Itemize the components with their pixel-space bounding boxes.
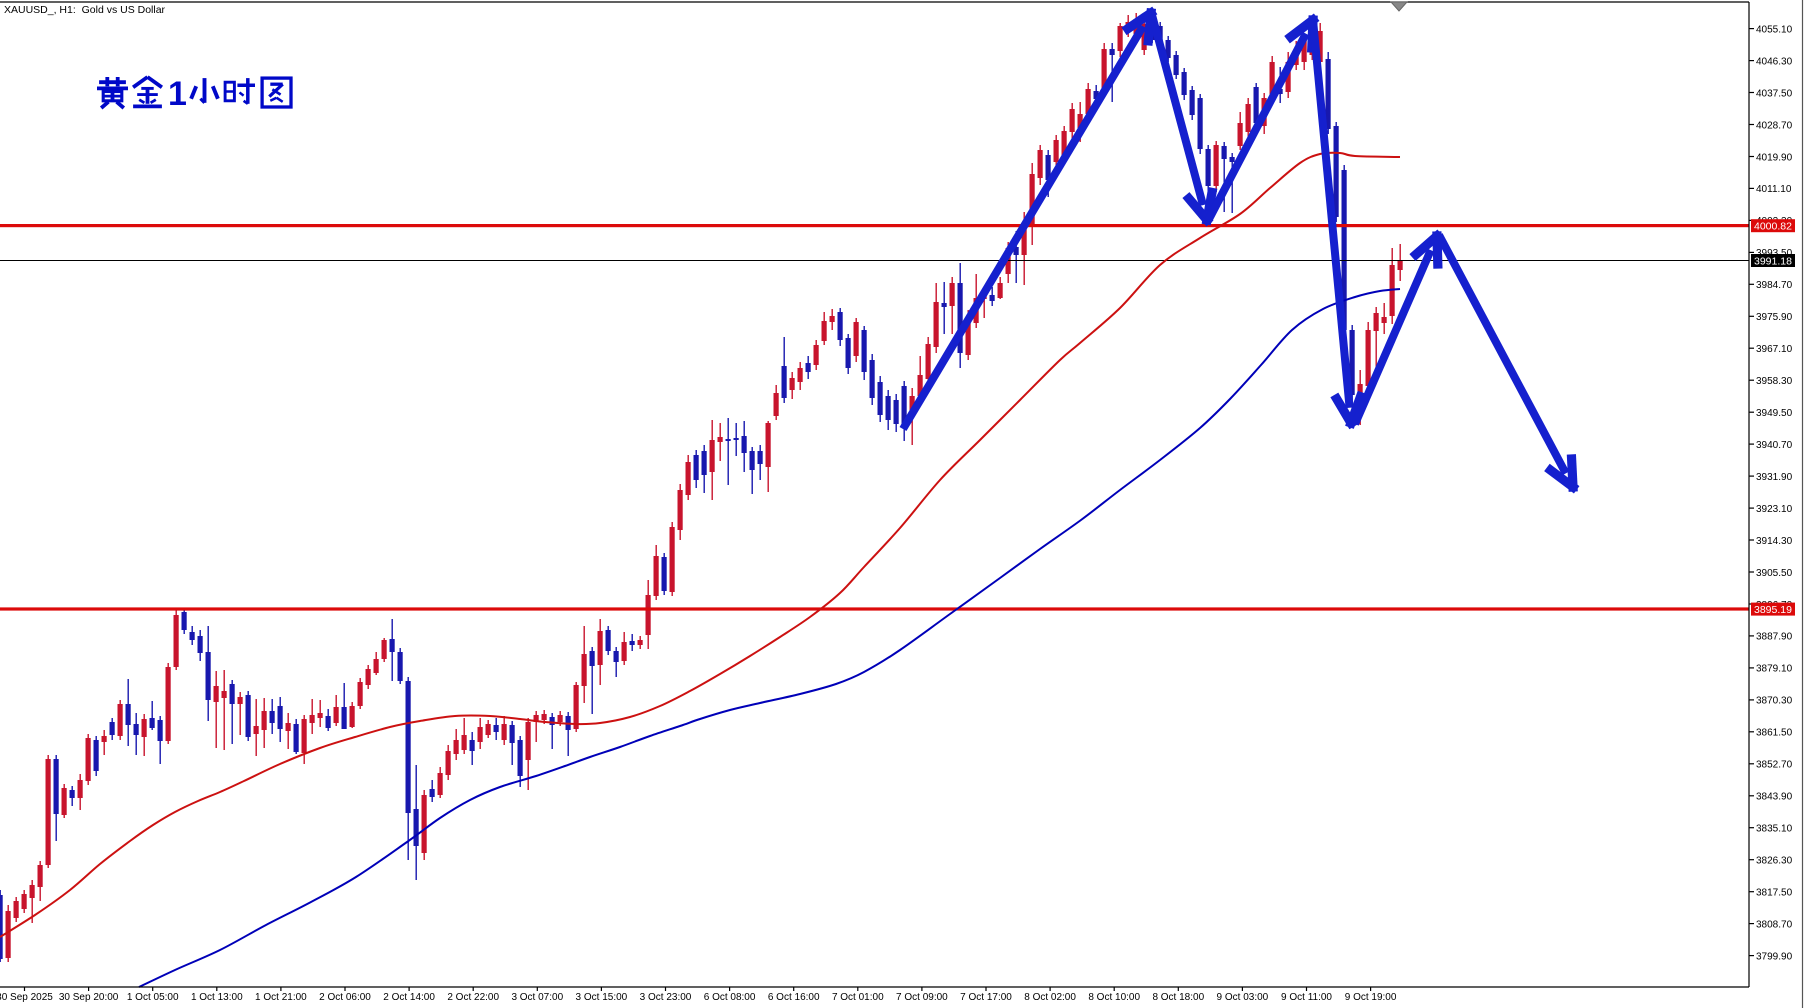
svg-text:3958.30: 3958.30 xyxy=(1756,376,1793,387)
svg-text:3852.70: 3852.70 xyxy=(1756,760,1793,771)
svg-text:4046.30: 4046.30 xyxy=(1756,56,1793,67)
svg-text:3 Oct 23:00: 3 Oct 23:00 xyxy=(640,992,692,1003)
svg-text:4055.10: 4055.10 xyxy=(1756,24,1793,35)
svg-text:4037.50: 4037.50 xyxy=(1756,88,1793,99)
svg-text:3843.90: 3843.90 xyxy=(1756,792,1793,803)
svg-text:8 Oct 10:00: 8 Oct 10:00 xyxy=(1088,992,1140,1003)
svg-text:3914.30: 3914.30 xyxy=(1756,536,1793,547)
svg-text:4028.70: 4028.70 xyxy=(1756,120,1793,131)
svg-text:3895.19: 3895.19 xyxy=(1754,604,1792,616)
svg-text:3940.70: 3940.70 xyxy=(1756,440,1793,451)
svg-text:7 Oct 17:00: 7 Oct 17:00 xyxy=(960,992,1012,1003)
svg-text:3870.30: 3870.30 xyxy=(1756,696,1793,707)
svg-text:2 Oct 14:00: 2 Oct 14:00 xyxy=(383,992,435,1003)
svg-text:6 Oct 16:00: 6 Oct 16:00 xyxy=(768,992,820,1003)
svg-text:8 Oct 02:00: 8 Oct 02:00 xyxy=(1024,992,1076,1003)
svg-text:8 Oct 18:00: 8 Oct 18:00 xyxy=(1152,992,1204,1003)
svg-text:3861.50: 3861.50 xyxy=(1756,728,1793,739)
svg-text:3808.70: 3808.70 xyxy=(1756,919,1793,930)
svg-text:9 Oct 19:00: 9 Oct 19:00 xyxy=(1345,992,1397,1003)
svg-text:1 Oct 13:00: 1 Oct 13:00 xyxy=(191,992,243,1003)
svg-text:3993.50: 3993.50 xyxy=(1756,248,1793,259)
svg-text:3975.90: 3975.90 xyxy=(1756,312,1793,323)
svg-text:2 Oct 22:00: 2 Oct 22:00 xyxy=(447,992,499,1003)
svg-text:3949.50: 3949.50 xyxy=(1756,408,1793,419)
svg-text:4000.82: 4000.82 xyxy=(1754,221,1792,233)
svg-text:9 Oct 03:00: 9 Oct 03:00 xyxy=(1217,992,1269,1003)
svg-text:7 Oct 01:00: 7 Oct 01:00 xyxy=(832,992,884,1003)
svg-text:2 Oct 06:00: 2 Oct 06:00 xyxy=(319,992,371,1003)
svg-text:30 Sep 2025: 30 Sep 2025 xyxy=(0,992,53,1003)
svg-text:4011.10: 4011.10 xyxy=(1756,184,1792,195)
svg-text:3835.10: 3835.10 xyxy=(1756,824,1793,835)
svg-text:7 Oct 09:00: 7 Oct 09:00 xyxy=(896,992,948,1003)
svg-text:1: 1 xyxy=(168,75,187,113)
svg-text:XAUUSD_, H1: Gold vs US Dolla: XAUUSD_, H1: Gold vs US Dollar xyxy=(4,4,166,16)
svg-text:9 Oct 11:00: 9 Oct 11:00 xyxy=(1281,992,1332,1003)
svg-text:3931.90: 3931.90 xyxy=(1756,472,1793,483)
svg-text:3817.50: 3817.50 xyxy=(1756,888,1793,899)
svg-text:3 Oct 15:00: 3 Oct 15:00 xyxy=(576,992,628,1003)
svg-text:6 Oct 08:00: 6 Oct 08:00 xyxy=(704,992,756,1003)
svg-text:3799.90: 3799.90 xyxy=(1756,951,1793,962)
svg-text:3887.90: 3887.90 xyxy=(1756,632,1793,643)
svg-text:3984.70: 3984.70 xyxy=(1756,280,1793,291)
svg-text:3826.30: 3826.30 xyxy=(1756,856,1793,867)
svg-text:3905.50: 3905.50 xyxy=(1756,568,1793,579)
svg-text:1 Oct 21:00: 1 Oct 21:00 xyxy=(255,992,307,1003)
svg-text:30 Sep 20:00: 30 Sep 20:00 xyxy=(59,992,119,1003)
svg-text:3 Oct 07:00: 3 Oct 07:00 xyxy=(511,992,563,1003)
svg-text:3967.10: 3967.10 xyxy=(1756,344,1793,355)
svg-text:4019.90: 4019.90 xyxy=(1756,152,1793,163)
svg-text:1 Oct 05:00: 1 Oct 05:00 xyxy=(127,992,179,1003)
svg-text:3923.10: 3923.10 xyxy=(1756,504,1793,515)
svg-text:3879.10: 3879.10 xyxy=(1756,664,1793,675)
svg-text:3991.18: 3991.18 xyxy=(1754,255,1792,267)
